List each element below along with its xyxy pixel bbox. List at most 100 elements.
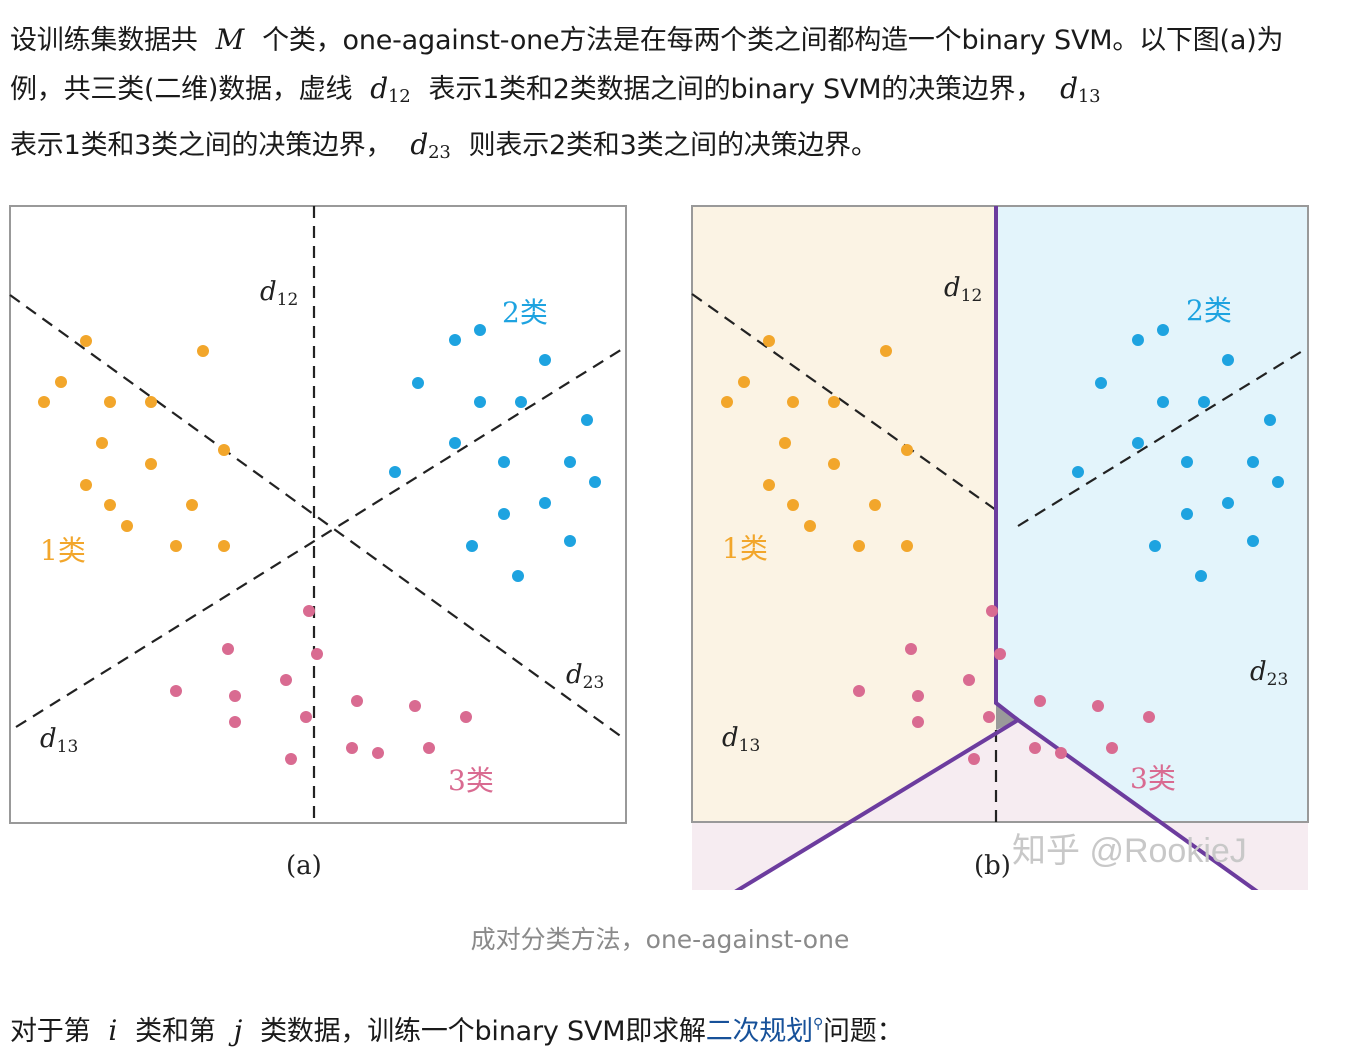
- class2-point: [466, 540, 478, 552]
- class1-point: [145, 396, 157, 408]
- search-icon[interactable]: ⚲: [812, 1016, 823, 1032]
- class1-point: [853, 540, 865, 552]
- class3-point: [994, 648, 1006, 660]
- class2-point: [1264, 414, 1276, 426]
- class1-point: [186, 499, 198, 511]
- a-label-d12: d12: [260, 277, 298, 310]
- outro-text: 问题：: [823, 1016, 904, 1047]
- class1-point: [55, 376, 67, 388]
- class3-point: [912, 716, 924, 728]
- panel-b: d12 d23 d13 1类 2类 3类 (b) 知乎 @RookieJ: [691, 205, 1309, 890]
- b-decision-boundaries: [734, 206, 1259, 890]
- class2-point: [474, 324, 486, 336]
- class3-point: [963, 674, 975, 686]
- math-d23: d23: [410, 128, 451, 163]
- class2-point: [589, 476, 601, 488]
- panel-a: d12 d23 d13 1类 2类 3类 (a): [9, 205, 627, 881]
- class2-point: [1247, 456, 1259, 468]
- class2-point: [498, 456, 510, 468]
- class2-point: [449, 334, 461, 346]
- a-line-d23: [9, 294, 627, 741]
- a-class3-label: 3类: [448, 764, 494, 797]
- class1-point: [901, 444, 913, 456]
- a-class2-label: 2类: [502, 296, 548, 329]
- class2-point: [1157, 324, 1169, 336]
- class1-point: [218, 444, 230, 456]
- intro-paragraph: 设训练集数据共 M 个类，one-against-one方法是在每两个类之间都构造一…: [10, 16, 1330, 177]
- class2-point: [515, 396, 527, 408]
- class3-point: [912, 690, 924, 702]
- class3-point: [983, 711, 995, 723]
- class2-point: [512, 570, 524, 582]
- class3-point: [1034, 695, 1046, 707]
- class2-point: [539, 497, 551, 509]
- panel-b-label: (b): [974, 851, 1011, 881]
- quadratic-programming-link[interactable]: 二次规划: [705, 1016, 813, 1047]
- class3-point: [1143, 711, 1155, 723]
- b-line-d13-dashed: [1017, 349, 1305, 527]
- class1-point: [804, 520, 816, 532]
- class1-point: [218, 540, 230, 552]
- class1-point: [787, 396, 799, 408]
- intro-text: 设训练集数据共: [10, 25, 198, 56]
- class1-point: [779, 437, 791, 449]
- class3-point: [346, 742, 358, 754]
- b-label-d23: d23: [1250, 657, 1288, 690]
- class3-point: [1029, 742, 1041, 754]
- outro-text: 对于第: [10, 1016, 91, 1047]
- watermark: 知乎 @RookieJ: [1012, 832, 1247, 870]
- class2-point: [1095, 377, 1107, 389]
- b-class3-label: 3类: [1130, 762, 1176, 795]
- class3-point: [1055, 747, 1067, 759]
- class2-point: [1181, 456, 1193, 468]
- class2-point: [564, 456, 576, 468]
- b-line-d23-dashed: [691, 293, 997, 511]
- outro-paragraph: 对于第 i 类和第 j 类数据，训练一个binary SVM即求解二次规划⚲问题：: [10, 1000, 1330, 1056]
- class3-point: [905, 643, 917, 655]
- class1-point: [763, 335, 775, 347]
- b-label-d12: d12: [944, 273, 982, 306]
- panel-b-points: [721, 324, 1284, 765]
- class2-point: [412, 377, 424, 389]
- class3-point: [300, 711, 312, 723]
- class3-point: [351, 695, 363, 707]
- class2-point: [1247, 535, 1259, 547]
- b-class1-label: 1类: [722, 532, 768, 565]
- intro-text: 表示1类和2类数据之间的binary SVM的决策边界，: [428, 74, 1043, 105]
- class2-point: [449, 437, 461, 449]
- math-j: j: [233, 1014, 243, 1047]
- math-M: M: [215, 23, 245, 56]
- class2-point: [1198, 396, 1210, 408]
- class3-point: [1106, 742, 1118, 754]
- class1-point: [828, 396, 840, 408]
- outro-text: 类数据，训练一个binary SVM即求解: [260, 1016, 706, 1047]
- intro-text: 个类，one-against-one方法是在每两个类之间都构造一个binary …: [10, 25, 1284, 105]
- class2-point: [474, 396, 486, 408]
- class3-point: [372, 747, 384, 759]
- class2-point: [498, 508, 510, 520]
- b-class2-label: 2类: [1186, 294, 1232, 327]
- figure-caption: 成对分类方法，one-against-one: [470, 925, 850, 954]
- class2-point: [581, 414, 593, 426]
- a-class1-label: 1类: [40, 534, 86, 567]
- class1-point: [721, 396, 733, 408]
- class3-point: [853, 685, 865, 697]
- class1-point: [763, 479, 775, 491]
- math-d12: d12: [370, 72, 411, 107]
- class3-point: [303, 605, 315, 617]
- panel-a-points: [38, 324, 601, 765]
- class3-point: [968, 753, 980, 765]
- class3-point: [311, 648, 323, 660]
- math-d13: d13: [1060, 72, 1101, 107]
- panel-b-frame: [691, 205, 1309, 823]
- class3-point: [423, 742, 435, 754]
- class2-point: [539, 354, 551, 366]
- class1-point: [197, 345, 209, 357]
- class2-point: [1272, 476, 1284, 488]
- class1-point: [828, 458, 840, 470]
- class3-point: [986, 605, 998, 617]
- b-label-d13: d13: [722, 723, 760, 756]
- intro-text: 表示1类和3类之间的决策边界，: [10, 130, 393, 161]
- class3-point: [1092, 700, 1104, 712]
- panel-a-frame: [9, 205, 627, 824]
